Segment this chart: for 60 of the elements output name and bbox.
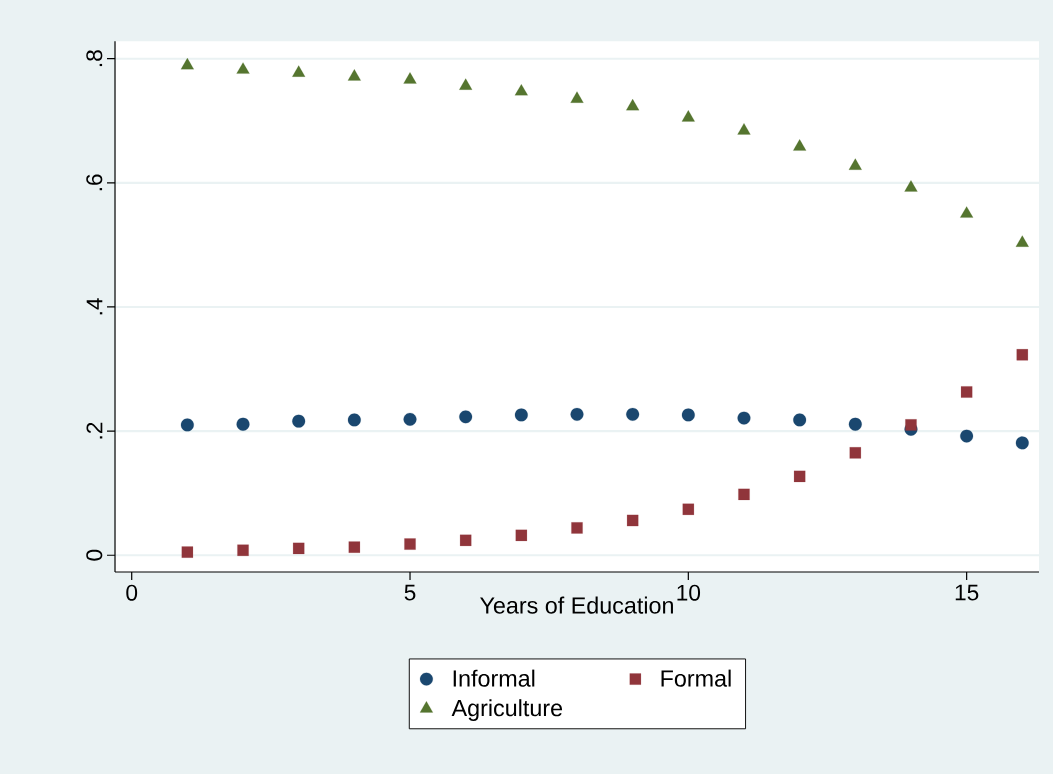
point (793, 470, 806, 483)
point (348, 541, 361, 553)
point (626, 514, 639, 527)
point (515, 529, 528, 542)
point (404, 538, 416, 550)
point (626, 98, 640, 111)
point (626, 407, 640, 421)
point (960, 386, 973, 398)
point (180, 57, 194, 70)
point (681, 110, 695, 122)
point (236, 62, 250, 74)
point (960, 429, 974, 443)
point (460, 534, 472, 547)
point (570, 91, 584, 103)
point (848, 417, 862, 431)
legend-label: Agriculture (451, 699, 563, 721)
point (459, 78, 473, 90)
point (459, 410, 473, 424)
point (1016, 349, 1028, 361)
point (293, 542, 305, 555)
legend-label: Informal (453, 669, 535, 687)
point (180, 418, 194, 432)
point (403, 72, 417, 84)
point (237, 544, 249, 556)
y-tick-label: .4 (86, 298, 103, 315)
point (347, 69, 361, 81)
point (292, 65, 306, 77)
point (682, 503, 695, 515)
x-tick-label: 0 (126, 584, 138, 601)
x-axis-title: Years of Education (480, 596, 673, 614)
x-tick-label: 5 (404, 584, 416, 601)
point (849, 447, 861, 459)
point (347, 413, 361, 427)
point (960, 206, 974, 218)
point (738, 488, 750, 501)
point (514, 84, 528, 96)
point (181, 546, 194, 558)
point (292, 414, 306, 428)
point (1015, 235, 1029, 247)
point (514, 408, 528, 422)
point (571, 522, 583, 534)
point (848, 158, 862, 170)
point (905, 419, 917, 431)
y-tick-label: .8 (86, 50, 103, 67)
x-tick-label: 15 (955, 584, 979, 601)
point (681, 408, 695, 422)
point (737, 411, 751, 425)
legend-label: Formal (661, 669, 731, 687)
point (737, 123, 751, 135)
y-tick-label: .2 (86, 422, 103, 439)
point (236, 417, 250, 431)
point (904, 180, 918, 192)
point (793, 413, 807, 427)
y-tick-label: .6 (86, 174, 103, 191)
x-tick-label: 10 (677, 584, 701, 601)
y-tick-label: 0 (86, 549, 103, 561)
point (1015, 436, 1029, 450)
point (793, 139, 807, 151)
point (403, 412, 417, 426)
point (570, 407, 584, 421)
